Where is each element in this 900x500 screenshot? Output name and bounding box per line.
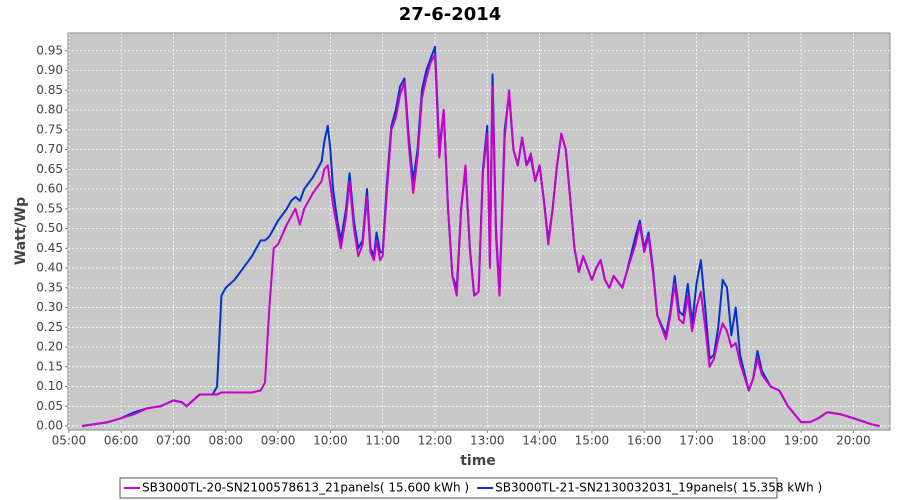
x-tick-label: 09:00 [261,434,296,448]
chart-title: 27-6-2014 [399,4,502,25]
plot-area [67,32,891,431]
y-tick-label: 0.75 [36,122,63,136]
y-tick-label: 0.20 [36,340,63,354]
legend [119,477,778,499]
x-tick-label: 13:00 [470,434,505,448]
y-tick-label: 0.80 [36,103,63,117]
y-tick-label: 0.00 [36,419,63,433]
x-tick-label: 08:00 [208,434,243,448]
y-axis-label: Watt/Wp [13,197,29,265]
y-tick-label: 0.65 [36,162,63,176]
x-tick-label: 14:00 [522,434,557,448]
y-tick-label: 0.35 [36,280,63,294]
y-tick-label: 0.05 [36,399,63,413]
x-tick-label: 10:00 [313,434,348,448]
x-tick-label: 07:00 [156,434,191,448]
y-tick-label: 0.40 [36,261,63,275]
y-tick-label: 0.95 [36,43,63,57]
y-tick-label: 0.30 [36,300,63,314]
legend-label: SB3000TL-21-SN2130032031_19panels( 15.35… [495,481,822,495]
x-tick-label: 15:00 [575,434,610,448]
y-tick-label: 0.90 [36,63,63,77]
y-tick-label: 0.10 [36,379,63,393]
x-tick-label: 18:00 [731,434,766,448]
x-tick-label: 11:00 [365,434,400,448]
y-tick-label: 0.50 [36,221,63,235]
x-tick-label: 06:00 [104,434,139,448]
y-tick-label: 0.70 [36,142,63,156]
y-tick-label: 0.85 [36,83,63,97]
x-tick-label: 17:00 [679,434,714,448]
x-tick-label: 16:00 [627,434,662,448]
y-tick-label: 0.45 [36,241,63,255]
y-tick-label: 0.25 [36,320,63,334]
x-tick-label: 20:00 [836,434,871,448]
legend-label: SB3000TL-20-SN2100578613_21panels( 15.60… [142,481,469,495]
x-axis-label: time [460,453,496,469]
x-tick-label: 05:00 [52,434,87,448]
y-tick-label: 0.15 [36,359,63,373]
x-tick-label: 12:00 [418,434,453,448]
y-tick-label: 0.60 [36,182,63,196]
x-tick-label: 19:00 [784,434,819,448]
y-tick-label: 0.55 [36,201,63,215]
series-line [81,53,880,428]
